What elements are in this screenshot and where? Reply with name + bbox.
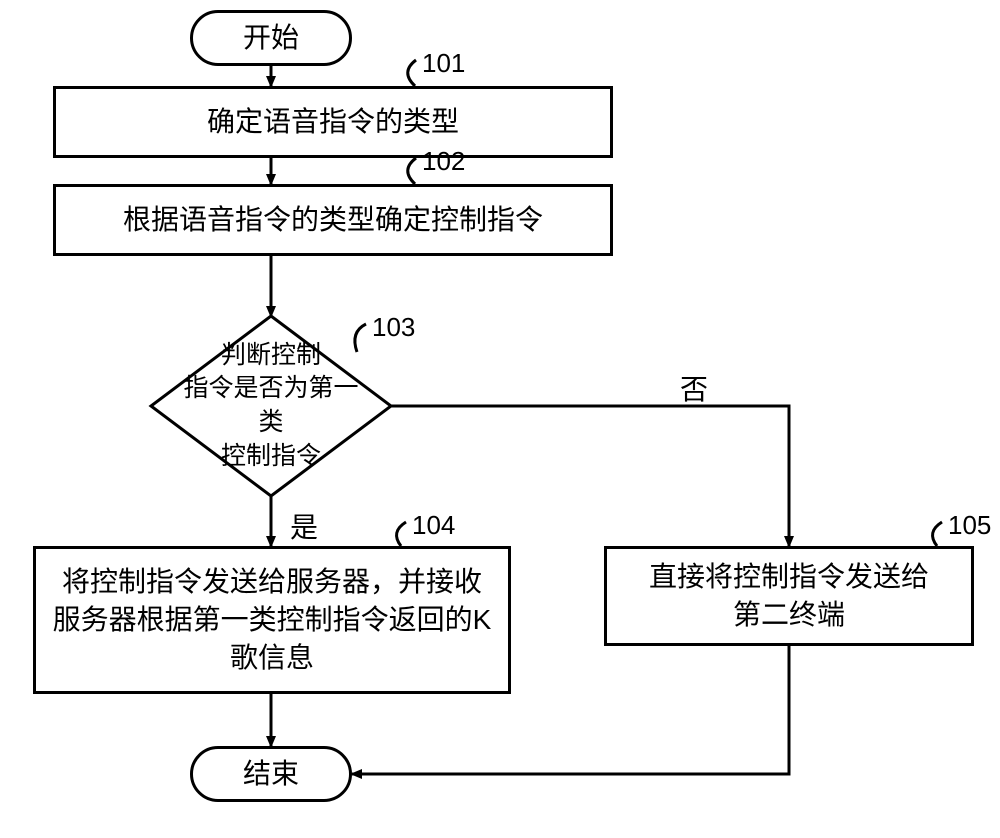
process-101-label: 确定语音指令的类型 [207, 103, 459, 141]
edge-label-no-text: 否 [680, 374, 708, 405]
edge-label-yes: 是 [290, 506, 318, 546]
callout-tail-102 [408, 158, 416, 184]
callout-tail-105 [933, 522, 942, 546]
end-node: 结束 [190, 746, 352, 802]
process-105-label: 直接将控制指令发送给 第二终端 [649, 558, 929, 634]
start-node: 开始 [190, 10, 352, 66]
end-label: 结束 [243, 755, 299, 793]
callout-103-text: 103 [372, 312, 415, 342]
process-105: 直接将控制指令发送给 第二终端 [604, 546, 974, 646]
callout-104: 104 [412, 510, 455, 541]
process-104: 将控制指令发送给服务器，并接收 服务器根据第一类控制指令返回的K 歌信息 [33, 546, 511, 694]
callout-101-text: 101 [422, 48, 465, 78]
callout-102: 102 [422, 146, 465, 177]
edge-label-yes-text: 是 [290, 512, 318, 543]
process-104-label: 将控制指令发送给服务器，并接收 服务器根据第一类控制指令返回的K 歌信息 [53, 563, 492, 676]
process-102-label: 根据语音指令的类型确定控制指令 [123, 201, 543, 239]
decision-103-label: 判断控制 指令是否为第一类 控制指令 [179, 339, 363, 474]
callout-104-text: 104 [412, 510, 455, 540]
callout-103: 103 [372, 312, 415, 343]
flowchart-canvas: 开始 确定语音指令的类型 根据语音指令的类型确定控制指令 判断控制 指令是否为第… [0, 0, 1000, 838]
start-label: 开始 [243, 19, 299, 57]
callout-105-text: 105 [948, 510, 991, 540]
edge-label-no: 否 [680, 368, 708, 408]
callout-102-text: 102 [422, 146, 465, 176]
process-102: 根据语音指令的类型确定控制指令 [53, 184, 613, 256]
decision-103: 判断控制 指令是否为第一类 控制指令 [151, 316, 391, 496]
process-101: 确定语音指令的类型 [53, 86, 613, 158]
callout-105: 105 [948, 510, 991, 541]
callout-tail-104 [397, 522, 406, 546]
callout-tail-101 [408, 60, 416, 86]
callout-101: 101 [422, 48, 465, 79]
